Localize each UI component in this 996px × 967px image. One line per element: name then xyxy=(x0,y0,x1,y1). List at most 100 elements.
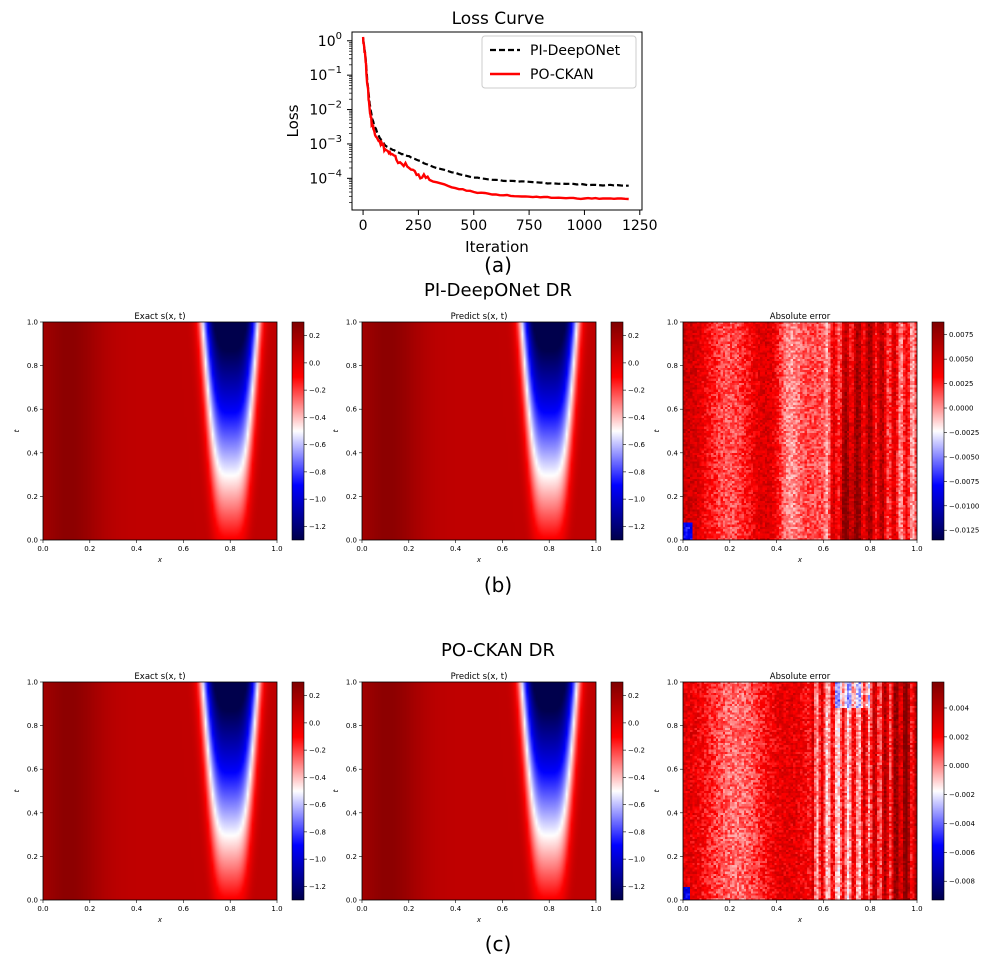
colorbar-tick-label: 0.0025 xyxy=(949,380,974,388)
y-tick-label: 0.8 xyxy=(667,362,678,370)
colorbar-tick-label: 0.2 xyxy=(309,692,320,700)
panel-title: Absolute error xyxy=(770,312,831,322)
x-tick-label: 1.0 xyxy=(271,545,282,553)
y-tick-label: 0.8 xyxy=(27,362,38,370)
panel-title: Exact s(x, t) xyxy=(134,672,185,682)
y-tick-label: 0.8 xyxy=(667,722,678,730)
caption-a: (a) xyxy=(484,253,512,277)
x-tick-label: 0.6 xyxy=(178,905,190,913)
y-tick-label: 0.2 xyxy=(667,493,678,501)
colorbar-tick-label: −0.6 xyxy=(309,441,327,449)
colorbar xyxy=(292,682,304,900)
colorbar-tick-label: −1.0 xyxy=(309,856,326,864)
y-tick-label: 0.6 xyxy=(667,406,679,414)
colorbar-tick-label: −0.2 xyxy=(628,387,645,395)
loss-chart-title: Loss Curve xyxy=(452,9,545,29)
colorbar-tick-label: −0.002 xyxy=(949,791,975,799)
x-tick-label: 0.0 xyxy=(356,545,367,553)
loss-y-tick-label: 10−3 xyxy=(309,134,342,153)
y-axis-label: t xyxy=(332,429,340,432)
colorbar-tick-label: 0.2 xyxy=(628,692,639,700)
y-tick-label: 0.8 xyxy=(346,722,357,730)
colorbar-tick-label: 0.002 xyxy=(949,733,969,741)
heatmap-frame xyxy=(42,321,278,541)
x-tick-label: 0.8 xyxy=(225,905,236,913)
colorbar-frame xyxy=(291,321,305,541)
heatmap-image xyxy=(362,322,596,540)
loss-legend: PI-DeepONet PO-CKAN xyxy=(481,35,637,89)
x-tick-label: 0.8 xyxy=(544,905,555,913)
y-tick-label: 0.0 xyxy=(27,897,38,905)
colorbar-tick-label: −0.0025 xyxy=(949,429,979,437)
colorbar-tick-label: −0.0125 xyxy=(949,527,979,535)
y-tick-label: 0.0 xyxy=(27,537,38,545)
colorbar-tick-label: −1.2 xyxy=(309,523,326,531)
x-tick-label: 0.0 xyxy=(356,905,367,913)
y-tick-label: 0.6 xyxy=(27,406,39,414)
x-tick-label: 0.2 xyxy=(84,545,95,553)
y-tick-label: 0.6 xyxy=(346,766,358,774)
colorbar-tick-label: −0.008 xyxy=(949,878,975,886)
y-tick-label: 0.4 xyxy=(346,449,358,457)
colorbar-tick-label: 0.0050 xyxy=(949,356,974,364)
legend-label-pi-deeponet: PI-DeepONet xyxy=(530,43,621,59)
loss-y-tick-label: 10−2 xyxy=(309,100,342,119)
colorbar-tick-label: −0.0050 xyxy=(949,453,979,461)
x-tick-label: 1.0 xyxy=(911,905,922,913)
x-tick-label: 0.6 xyxy=(178,545,190,553)
heatmap-image xyxy=(43,322,277,540)
colorbar-tick-label: −0.004 xyxy=(949,820,975,828)
heatmap-panel-2: Predict s(x, t)0.00.00.20.20.40.40.60.60… xyxy=(332,672,646,924)
y-tick-label: 0.0 xyxy=(346,897,357,905)
loss-y-tick-label: 10−1 xyxy=(309,65,342,84)
heatmap-frame xyxy=(361,321,597,541)
heatmap-frame xyxy=(42,681,278,901)
colorbar-tick-label: −0.8 xyxy=(628,828,645,836)
y-tick-label: 0.4 xyxy=(27,809,39,817)
colorbar-tick-label: −1.0 xyxy=(309,496,326,504)
x-tick-label: 0.2 xyxy=(724,545,735,553)
colorbar-tick-label: −0.0100 xyxy=(949,502,979,510)
colorbar-tick-label: −0.6 xyxy=(309,801,327,809)
heatmap-image xyxy=(43,682,277,900)
heatmap-panel-3: Absolute error 0.00.0 0.2 0.2 0.4 0.4 0.6 0.6 0.… xyxy=(653,312,979,564)
x-axis-label: x xyxy=(797,916,803,924)
y-tick-label: 0.6 xyxy=(667,766,679,774)
loss-y-tick-label: 100 xyxy=(318,31,342,50)
x-tick-label: 0.4 xyxy=(450,905,462,913)
y-tick-label: 0.4 xyxy=(667,809,679,817)
y-tick-label: 0.0 xyxy=(667,897,678,905)
caption-c: (c) xyxy=(484,932,512,956)
colorbar-tick-label: −0.4 xyxy=(309,774,327,782)
loss-y-tick-label: 10−4 xyxy=(309,168,342,187)
y-axis-label: t xyxy=(13,429,21,432)
y-tick-label: 0.4 xyxy=(346,809,358,817)
y-axis-label: t xyxy=(653,429,661,432)
panel-title: Absolute error xyxy=(770,672,831,682)
x-tick-label: 0.8 xyxy=(544,545,555,553)
loss-x-axis-label: Iteration xyxy=(465,238,529,256)
loss-x-tick-label: 750 xyxy=(516,218,543,234)
x-axis-label: x xyxy=(476,556,482,564)
y-tick-label: 0.6 xyxy=(346,406,358,414)
colorbar-frame xyxy=(291,681,305,901)
colorbar-tick-label: 0.004 xyxy=(949,704,970,712)
panel-title: Predict s(x, t) xyxy=(451,672,508,682)
colorbar-tick-label: −0.6 xyxy=(628,441,646,449)
x-tick-label: 0.2 xyxy=(724,905,735,913)
y-axis-label: t xyxy=(13,789,21,792)
colorbar-tick-label: 0.0 xyxy=(628,719,639,727)
x-tick-label: 0.0 xyxy=(677,905,688,913)
x-tick-label: 0.6 xyxy=(497,905,509,913)
x-tick-label: 1.0 xyxy=(590,545,601,553)
x-tick-label: 0.0 xyxy=(37,905,48,913)
colorbar-tick-label: −1.0 xyxy=(628,496,645,504)
colorbar-tick-label: −0.2 xyxy=(309,747,326,755)
heatmap-frame xyxy=(361,681,597,901)
heatmap-panel-2: Predict s(x, t)0.00.00.20.20.40.40.60.60… xyxy=(332,312,646,564)
colorbar-tick-label: −0.8 xyxy=(628,468,645,476)
legend-frame xyxy=(481,35,637,89)
panel-title: Exact s(x, t) xyxy=(134,312,185,322)
y-tick-label: 0.2 xyxy=(27,493,38,501)
colorbar-tick-label: −0.2 xyxy=(628,747,645,755)
